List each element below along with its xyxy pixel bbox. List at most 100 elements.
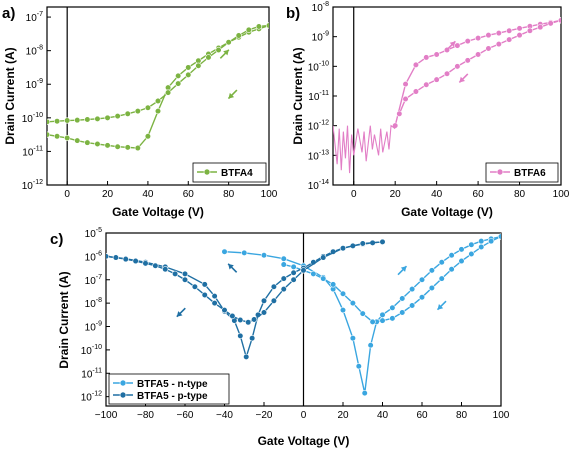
legend-box	[108, 373, 230, 405]
x-tick-label: 0	[351, 189, 357, 200]
data-point	[458, 257, 465, 265]
y-tick-label: 10-10	[22, 112, 43, 125]
direction-arrow-1	[176, 307, 186, 318]
data-point	[237, 332, 244, 339]
data-point	[300, 267, 307, 274]
data-point	[349, 335, 356, 342]
y-tick-label: 10-12	[308, 120, 329, 133]
data-point	[448, 252, 455, 259]
data-point	[310, 270, 317, 278]
data-point	[221, 248, 228, 255]
data-point	[64, 117, 71, 124]
x-axis-title: Gate Voltage (V)	[401, 205, 493, 219]
data-point	[114, 143, 121, 150]
panel-label: c)	[50, 231, 63, 248]
data-point	[195, 62, 202, 69]
data-point	[124, 110, 131, 117]
direction-arrow-3	[436, 300, 447, 311]
data-point	[458, 246, 465, 253]
data-point	[516, 25, 523, 32]
y-tick-label: 10-7	[26, 11, 43, 24]
data-point	[162, 266, 169, 273]
data-point	[211, 293, 218, 300]
x-tick-label: 20	[390, 189, 402, 200]
data-point	[64, 134, 71, 142]
data-point	[379, 317, 386, 324]
x-tick-label: 40	[431, 189, 443, 200]
legend-label: BTFA6	[514, 168, 546, 179]
data-point	[201, 281, 208, 288]
y-tick-label: 10-14	[308, 179, 329, 192]
data-point	[339, 290, 347, 297]
data-point	[537, 24, 544, 31]
data-point	[106, 253, 110, 260]
x-tick-label: 60	[416, 410, 428, 421]
data-point	[144, 104, 152, 111]
x-tick-label: −40	[216, 410, 233, 421]
data-point	[402, 81, 409, 88]
direction-arrow-0	[227, 263, 238, 273]
data-point	[412, 61, 420, 68]
panel-label: b)	[286, 5, 300, 22]
data-point	[454, 42, 461, 49]
data-point	[448, 266, 455, 273]
data-point	[474, 51, 482, 58]
data-point	[172, 270, 179, 278]
data-point	[175, 80, 182, 87]
data-point	[205, 54, 212, 61]
data-point	[497, 233, 501, 240]
data-point	[418, 276, 426, 283]
data-point	[265, 22, 269, 29]
data-point	[94, 115, 101, 122]
y-tick-label: 10-9	[85, 321, 102, 334]
data-point	[154, 97, 162, 105]
x-tick-label: 0	[301, 410, 307, 421]
legend: BTFA6	[485, 162, 559, 183]
data-point	[229, 312, 236, 320]
series-line-1	[398, 19, 561, 115]
plot-area	[106, 233, 501, 397]
x-tick-label: −80	[137, 410, 154, 421]
data-point	[468, 241, 475, 248]
data-point	[211, 300, 218, 307]
data-point	[152, 262, 159, 269]
data-point	[495, 30, 502, 37]
data-point	[389, 304, 396, 311]
x-tick-label: 40	[377, 410, 389, 421]
panel-b: b) 0 20 40 60 80 100 10-14 10-13 10-12 10-11 10-10 1…	[286, 1, 570, 219]
legend-box	[485, 162, 559, 183]
data-point	[389, 315, 396, 322]
x-axis-title: Gate Voltage (V)	[258, 434, 350, 448]
x-tick-label: −60	[177, 410, 194, 421]
x-tick-label: 60	[473, 189, 485, 200]
data-point	[506, 36, 513, 43]
data-point	[201, 291, 208, 299]
legend-marker	[119, 391, 127, 399]
data-point	[249, 335, 256, 342]
x-tick-label: 20	[337, 410, 349, 421]
data-point	[225, 39, 232, 46]
data-point	[485, 32, 492, 39]
data-point	[280, 261, 287, 268]
direction-arrow-1	[227, 89, 238, 100]
x-tick-label: 100	[493, 410, 510, 421]
data-point	[260, 309, 268, 316]
data-point	[53, 118, 61, 125]
x-tick-label: 100	[261, 189, 278, 200]
plot-area	[47, 22, 269, 152]
data-point	[53, 133, 61, 140]
data-point	[423, 54, 430, 61]
legend-label: BTFA5 - p-type	[137, 391, 208, 402]
data-point	[270, 297, 277, 304]
panel-c: c) −100 −80 −60 −40 −20 0 20 40 60 80 100 10-12 10-11…	[50, 227, 510, 448]
legend-marker	[119, 379, 127, 387]
direction-arrow-2	[397, 265, 408, 276]
data-point	[237, 316, 244, 324]
data-point	[134, 108, 141, 115]
data-point	[506, 27, 513, 34]
x-tick-label: 60	[183, 189, 195, 200]
panel-label: a)	[2, 5, 15, 22]
data-point	[409, 286, 416, 293]
x-tick-label: 100	[553, 189, 570, 200]
